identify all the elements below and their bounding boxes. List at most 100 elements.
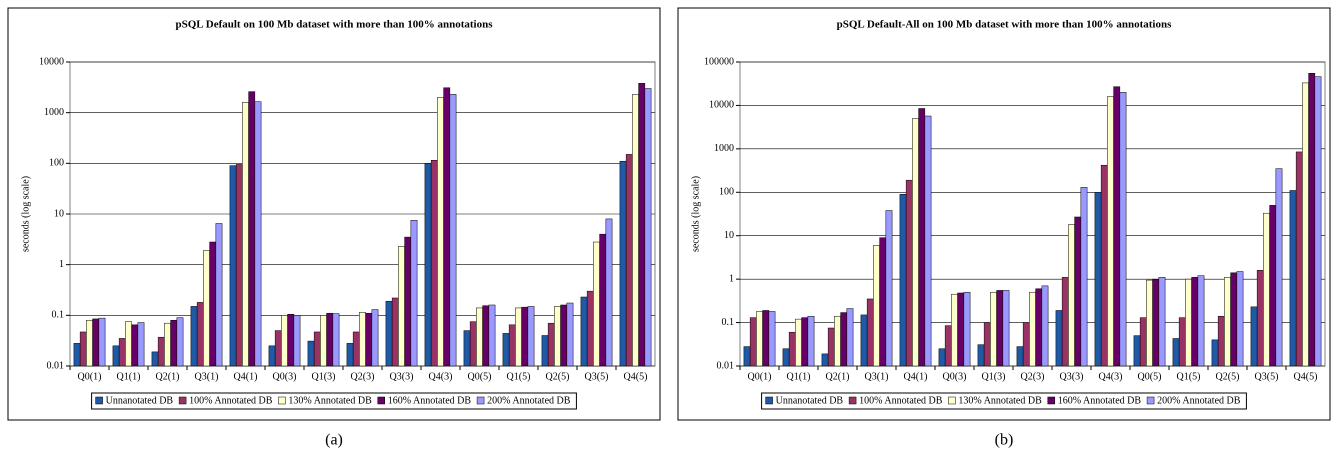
bar — [1158, 277, 1166, 367]
chart: pSQL Default on 100 Mb dataset with more… — [7, 7, 661, 449]
bar — [463, 330, 471, 367]
y-tick-label: 100 — [719, 187, 734, 198]
x-tick-label: Q3(1) — [195, 371, 219, 382]
bar — [1119, 92, 1127, 367]
bar — [515, 307, 522, 367]
bar — [963, 291, 971, 367]
legend-swatch — [278, 396, 286, 405]
bar — [242, 102, 249, 367]
bar — [1217, 315, 1225, 367]
bar — [1139, 317, 1147, 367]
bar — [157, 336, 165, 367]
bar — [762, 310, 770, 367]
bar — [86, 319, 93, 367]
x-tick-label: Q0(3) — [943, 371, 967, 382]
bar — [254, 101, 262, 367]
bar — [488, 304, 496, 367]
bar — [313, 331, 321, 367]
legend-label: 100% Annotated DB — [859, 395, 943, 406]
legend-label: Unnanotated DB — [776, 395, 844, 406]
bar — [840, 312, 848, 367]
x-tick-label: Q0(1) — [78, 371, 102, 382]
bar — [502, 333, 510, 367]
y-tick-label: 1 — [729, 273, 734, 284]
legend-swatch — [476, 396, 485, 405]
bar — [951, 293, 958, 367]
bar — [1068, 224, 1075, 367]
bar — [196, 302, 204, 367]
bar — [899, 194, 907, 367]
bar — [482, 305, 490, 367]
bar — [527, 306, 535, 367]
bar — [1022, 322, 1030, 367]
bar — [885, 210, 893, 367]
bar — [98, 317, 106, 367]
bar — [1113, 86, 1121, 367]
legend-swatch — [765, 396, 773, 405]
chart: pSQL Default-All on 100 Mb dataset with … — [677, 7, 1331, 449]
bar — [554, 306, 561, 367]
bar — [424, 163, 432, 367]
bar — [541, 335, 549, 367]
bar — [924, 115, 932, 367]
bar — [1289, 190, 1297, 367]
bar — [79, 331, 87, 367]
bar — [385, 300, 393, 367]
bar — [1295, 151, 1303, 367]
bar — [605, 218, 613, 367]
x-tick-label: Q3(5) — [1255, 371, 1279, 382]
bar — [782, 348, 790, 367]
bar — [371, 309, 379, 367]
chart-title: pSQL Default on 100 Mb dataset with more… — [176, 19, 494, 31]
bar — [1041, 285, 1049, 367]
bar — [580, 296, 588, 367]
bar — [1230, 272, 1238, 367]
bar — [1002, 290, 1010, 367]
bar — [190, 306, 198, 367]
bar — [1211, 339, 1219, 367]
y-axis-label: seconds (log scale) — [20, 176, 31, 252]
bar — [437, 97, 444, 367]
y-tick-label: 1000 — [714, 143, 734, 154]
bar — [801, 317, 809, 367]
bar — [164, 322, 171, 367]
bar — [1185, 278, 1192, 367]
bar — [795, 318, 802, 367]
bar — [1263, 212, 1270, 367]
bar — [1275, 168, 1283, 367]
bar — [996, 290, 1004, 367]
legend-label: 100% Annotated DB — [189, 395, 273, 406]
bar — [1152, 278, 1160, 367]
y-tick-label: 0.1 — [52, 310, 65, 321]
bar — [410, 220, 418, 367]
bar — [912, 118, 919, 367]
legend-box — [761, 392, 1247, 410]
bar — [131, 324, 139, 367]
bar — [1250, 306, 1258, 367]
bar — [235, 164, 243, 367]
bar — [990, 291, 997, 367]
bar — [905, 179, 913, 367]
x-tick-label: Q0(5) — [1138, 371, 1162, 382]
bar — [834, 315, 841, 367]
bar — [866, 298, 874, 367]
bar — [644, 88, 652, 367]
bar — [215, 223, 223, 367]
bar — [352, 331, 360, 367]
caption: (a) — [325, 432, 343, 449]
y-tick-label: 10 — [54, 208, 64, 219]
bar — [547, 322, 555, 367]
bar — [938, 348, 946, 367]
bar — [293, 315, 301, 367]
bar — [1061, 277, 1069, 367]
bar — [268, 345, 276, 367]
bar — [1146, 279, 1153, 367]
bar — [287, 314, 295, 367]
legend-label: 200% Annotated DB — [1157, 395, 1241, 406]
bar — [1172, 338, 1180, 367]
bar — [203, 250, 210, 367]
bar — [593, 241, 600, 367]
x-tick-label: Q1(5) — [507, 371, 531, 382]
bar — [560, 304, 568, 367]
